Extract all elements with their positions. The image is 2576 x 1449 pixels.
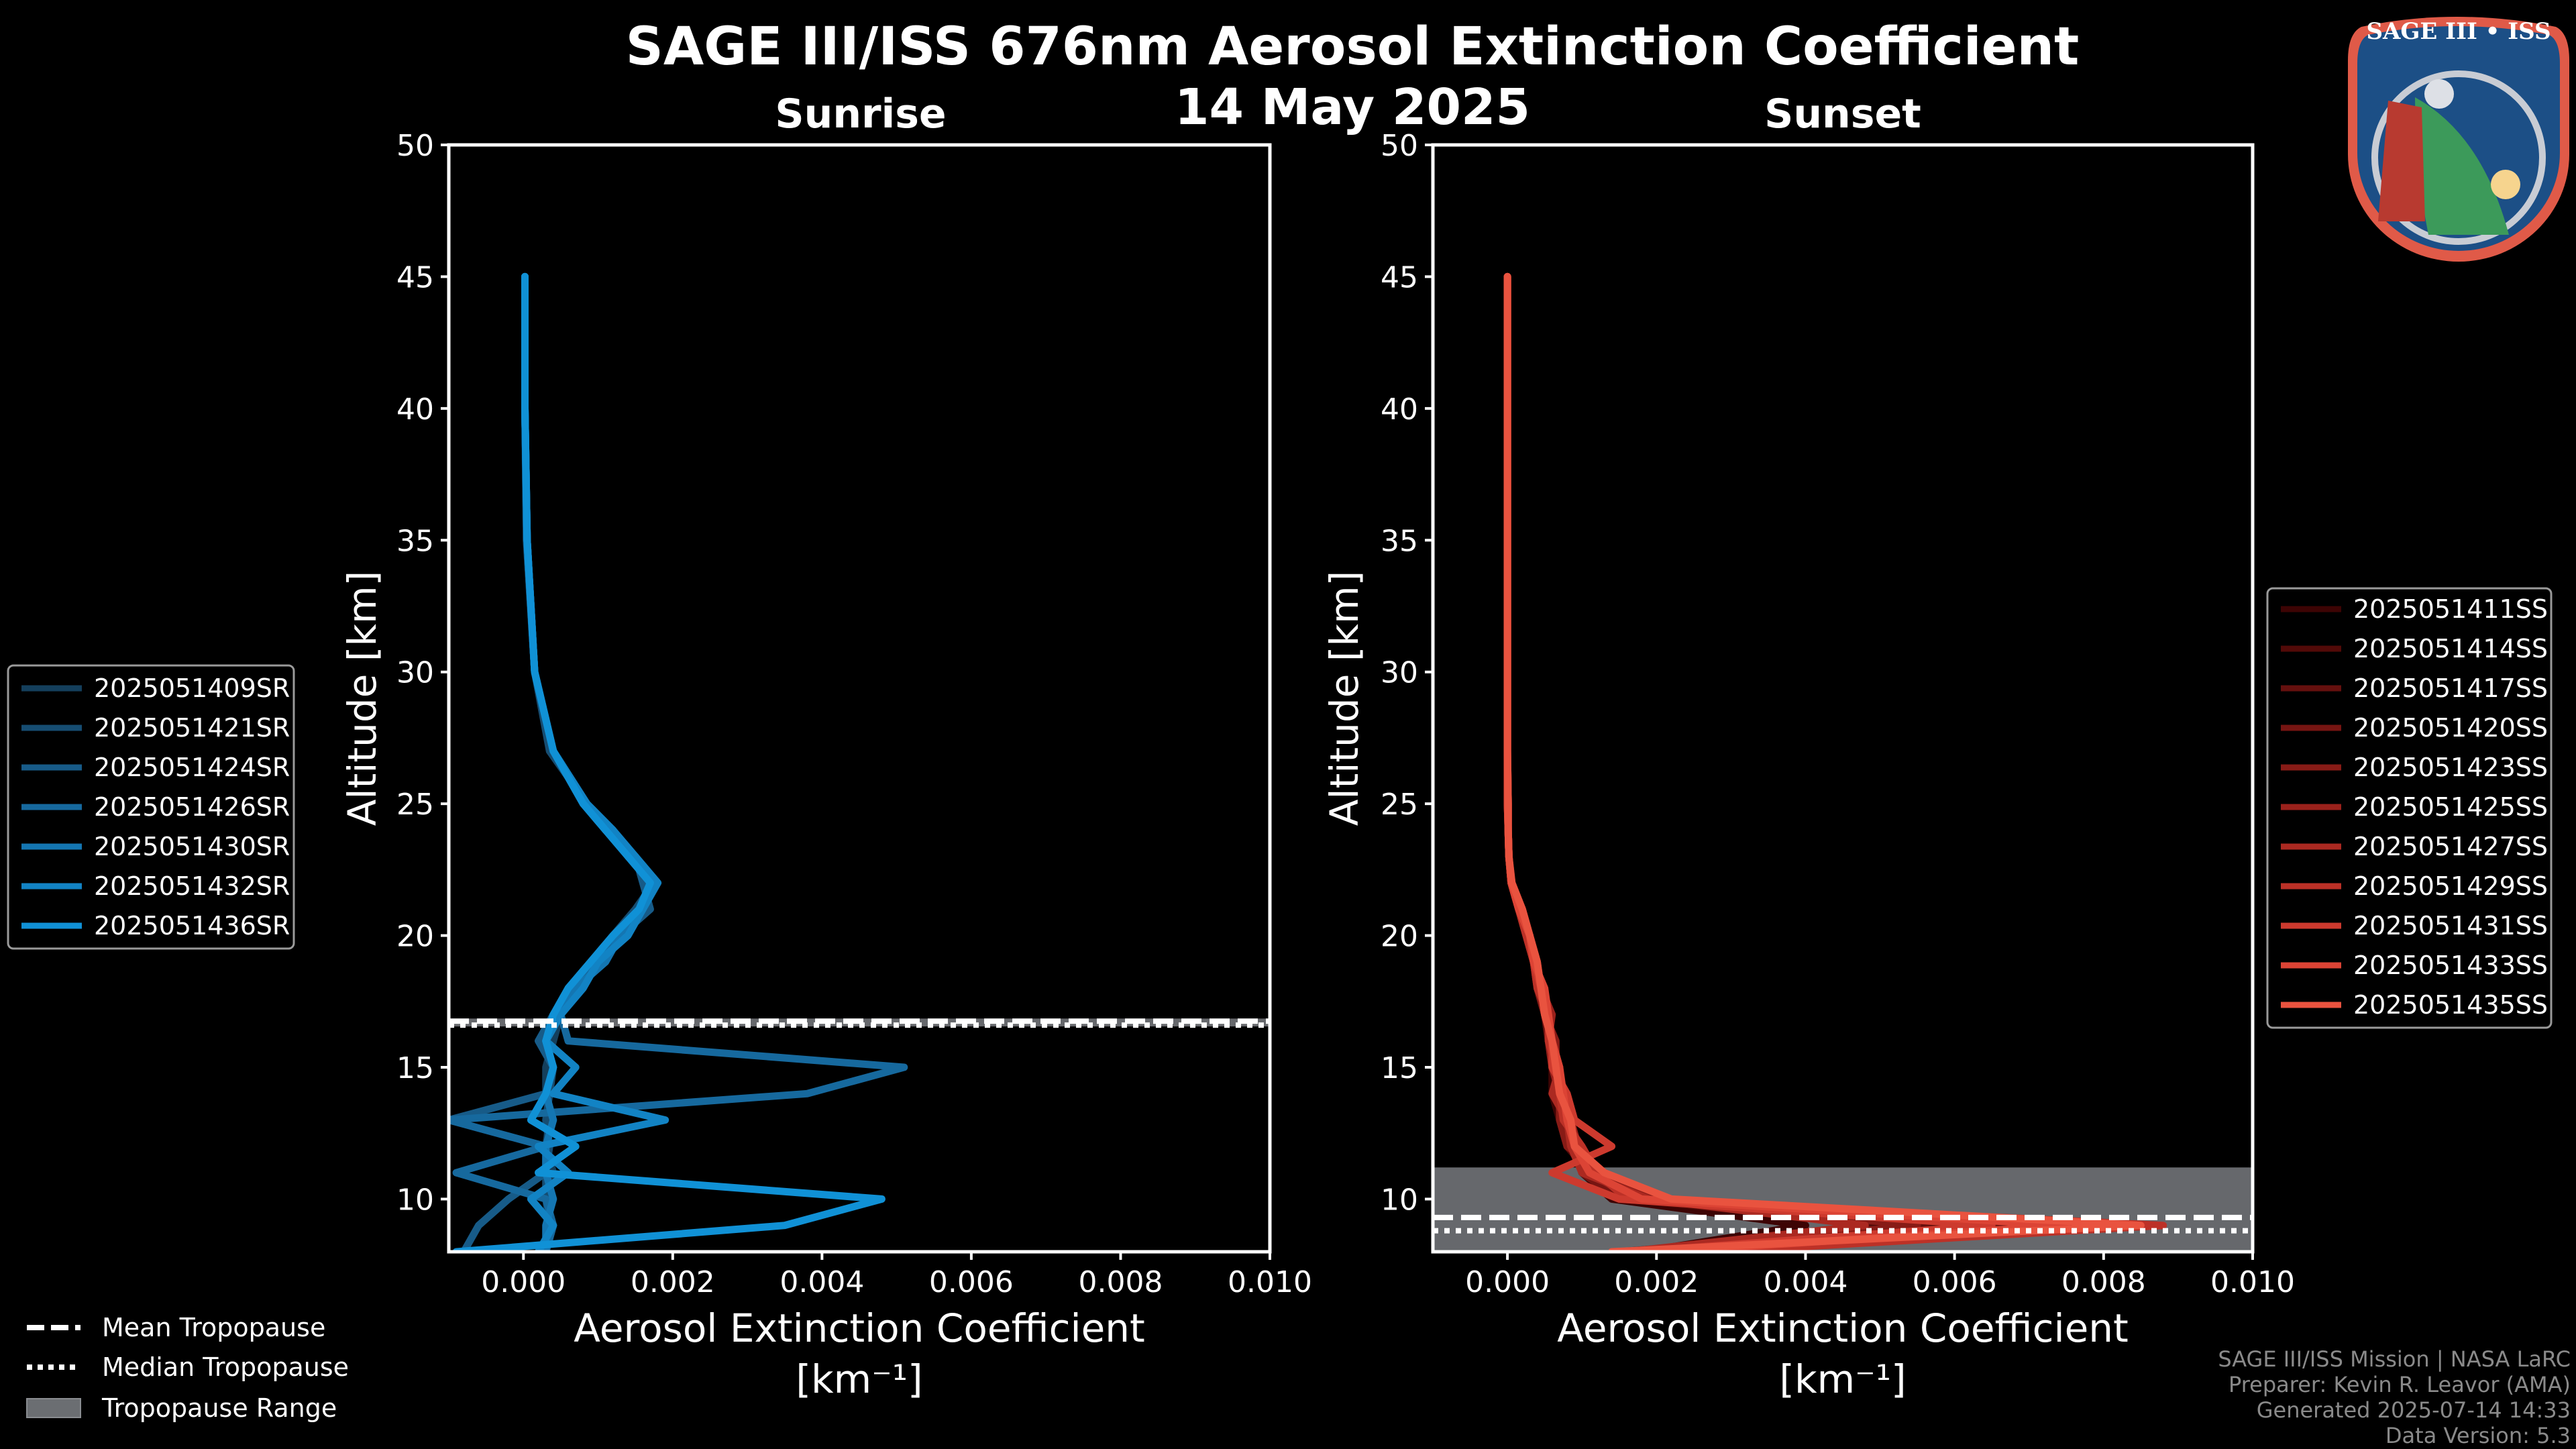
plot-area bbox=[1433, 272, 2253, 1252]
median-tropopause-label: Median Tropopause bbox=[102, 1352, 349, 1382]
y-tick-label: 40 bbox=[396, 392, 434, 427]
credit-data-version: Data Version: 5.3 bbox=[2385, 1423, 2571, 1448]
tropopause-range-label: Tropopause Range bbox=[101, 1393, 337, 1423]
axes-frame bbox=[1431, 143, 2255, 1254]
sunset-panel-title: Sunset bbox=[1764, 91, 1921, 138]
mean-tropopause-label: Mean Tropopause bbox=[102, 1313, 325, 1342]
sunset-axes: 0.000 0.002 0.004 0.006 0.008 0.010 10 15 20 25 30… bbox=[1381, 129, 2295, 1299]
legend-frame bbox=[7, 664, 295, 950]
y-tick-label: 25 bbox=[396, 788, 434, 822]
legend-label: 2025051417SS bbox=[2353, 674, 2548, 703]
sunrise-x-axis-units: [km⁻¹] bbox=[796, 1356, 922, 1402]
credit-generated: Generated 2025-07-14 14:33 bbox=[2257, 1397, 2571, 1423]
x-tick-label: 0.006 bbox=[1913, 1265, 1997, 1299]
x-tick-label: 0.010 bbox=[1228, 1265, 1312, 1299]
x-tick-label: 0.008 bbox=[1078, 1265, 1163, 1299]
figure-title: SAGE III/ISS 676nm Aerosol Extinction Co… bbox=[626, 17, 2080, 77]
legend-label: 2025051411SS bbox=[2353, 594, 2548, 624]
legend-label: 2025051429SS bbox=[2353, 871, 2548, 901]
y-tick-label: 20 bbox=[396, 920, 434, 954]
legend-label: 2025051436SR bbox=[94, 911, 290, 941]
y-tick-label: 45 bbox=[1381, 260, 1418, 294]
sunrise-panel-title: Sunrise bbox=[775, 91, 946, 138]
x-tick-label: 0.000 bbox=[481, 1265, 566, 1299]
y-tick-label: 35 bbox=[1381, 524, 1418, 558]
legend-label: 2025051414SS bbox=[2353, 634, 2548, 663]
y-tick-label: 45 bbox=[396, 260, 434, 294]
sunrise-y-axis-label: Altitude [km] bbox=[339, 571, 385, 826]
x-tick-label: 0.010 bbox=[2210, 1265, 2295, 1299]
legend-label: 2025051421SR bbox=[94, 713, 290, 743]
credit-mission: SAGE III/ISS Mission | NASA LaRC bbox=[2218, 1346, 2571, 1372]
legend-label: 2025051431SS bbox=[2353, 911, 2548, 941]
y-tick-label: 50 bbox=[1381, 129, 1418, 163]
y-tick-label: 20 bbox=[1381, 920, 1418, 954]
legend-label: 2025051435SS bbox=[2353, 990, 2548, 1020]
sunrise-x-axis-label: Aerosol Extinction Coefficient bbox=[574, 1305, 1145, 1351]
y-tick-label: 30 bbox=[1381, 656, 1418, 690]
legend-label: 2025051425SS bbox=[2353, 792, 2548, 822]
y-tick-label: 15 bbox=[1381, 1051, 1418, 1085]
tropopause-range-swatch bbox=[26, 1398, 81, 1418]
y-tick-label: 40 bbox=[1381, 392, 1418, 427]
legend-label: 2025051424SR bbox=[94, 753, 290, 782]
y-tick-label: 30 bbox=[396, 656, 434, 690]
series-line-2025051436SR bbox=[452, 272, 885, 1252]
legend-label: 2025051426SR bbox=[94, 792, 290, 822]
legend-label: 2025051427SS bbox=[2353, 832, 2548, 861]
tropopause-legend: Mean Tropopause Median Tropopause Tropop… bbox=[26, 1313, 349, 1423]
x-tick-label: 0.002 bbox=[631, 1265, 715, 1299]
sunset-legend: 2025051411SS 2025051414SS 2025051417SS 2025… bbox=[2266, 587, 2553, 1029]
x-tick-label: 0.004 bbox=[1763, 1265, 1847, 1299]
sunset-x-axis-label: Aerosol Extinction Coefficient bbox=[1557, 1305, 2129, 1351]
y-tick-label: 15 bbox=[396, 1051, 434, 1085]
sage-iii-iss-logo: SAGE III • ISS bbox=[2348, 17, 2569, 262]
sunset-y-axis-label: Altitude [km] bbox=[1322, 571, 1367, 826]
sunset-x-axis-units: [km⁻¹] bbox=[1779, 1356, 1906, 1402]
sunrise-legend: 2025051409SR 2025051421SR 2025051424SR 2025… bbox=[7, 664, 295, 950]
sunrise-axes: 0.000 0.002 0.004 0.006 0.008 0.010 10 15 20 25 30… bbox=[396, 129, 1312, 1299]
credit-preparer: Preparer: Kevin R. Leavor (AMA) bbox=[2229, 1372, 2571, 1397]
axes-frame bbox=[447, 143, 1272, 1254]
legend-label: 2025051409SR bbox=[94, 674, 290, 703]
credits: SAGE III/ISS Mission | NASA LaRC Prepare… bbox=[2218, 1346, 2571, 1448]
y-tick-label: 25 bbox=[1381, 788, 1418, 822]
y-tick-label: 35 bbox=[396, 524, 434, 558]
legend-label: 2025051423SS bbox=[2353, 753, 2548, 782]
legend-label: 2025051433SS bbox=[2353, 951, 2548, 980]
legend-frame bbox=[2266, 587, 2553, 1029]
x-tick-label: 0.004 bbox=[780, 1265, 864, 1299]
legend-label: 2025051420SS bbox=[2353, 713, 2548, 743]
legend-label: 2025051432SR bbox=[94, 871, 290, 901]
x-tick-label: 0.006 bbox=[929, 1265, 1014, 1299]
x-tick-label: 0.000 bbox=[1465, 1265, 1550, 1299]
plot-area bbox=[449, 272, 1270, 1252]
y-tick-label: 10 bbox=[1381, 1183, 1418, 1217]
y-tick-label: 50 bbox=[396, 129, 434, 163]
x-tick-label: 0.008 bbox=[2061, 1265, 2146, 1299]
series-line-2025051435SS bbox=[1503, 272, 2145, 1252]
x-tick-label: 0.002 bbox=[1614, 1265, 1699, 1299]
legend-label: 2025051430SR bbox=[94, 832, 290, 861]
logo-title: SAGE III • ISS bbox=[2366, 18, 2551, 45]
figure-date: 14 May 2025 bbox=[1175, 78, 1530, 136]
y-tick-label: 10 bbox=[396, 1183, 434, 1217]
